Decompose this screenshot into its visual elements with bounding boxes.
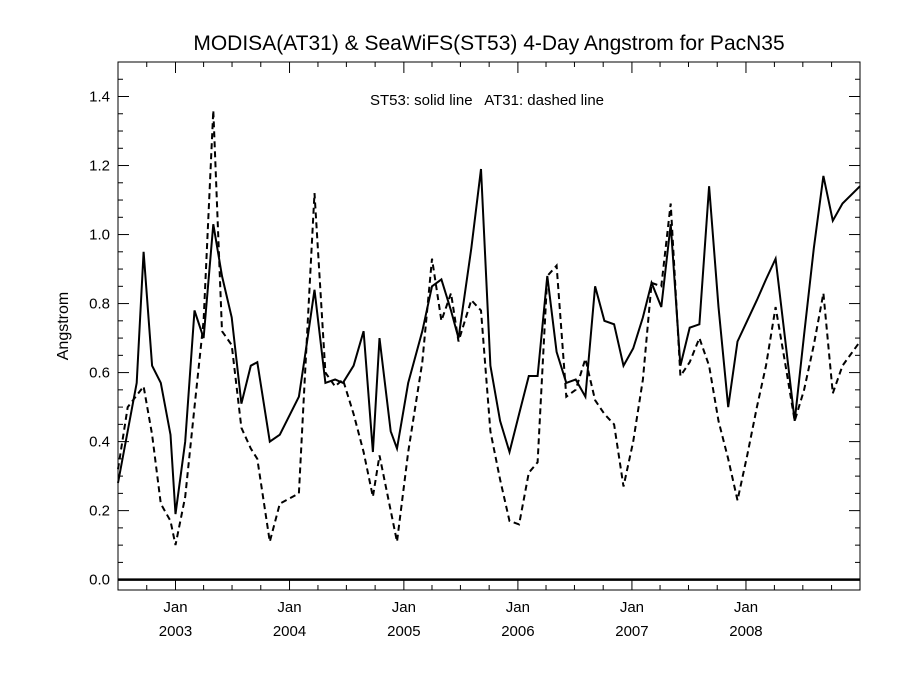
plot-frame: [117, 61, 861, 591]
plot-area: [117, 110, 861, 581]
x-tick-year: 2003: [159, 623, 192, 640]
y-tick-label: 0.8: [89, 296, 110, 313]
x-tick-month: Jan: [620, 599, 644, 616]
x-tick-month: Jan: [734, 599, 758, 616]
y-tick-label: 0.6: [89, 365, 110, 382]
y-axis-label: Angstrom: [55, 292, 72, 360]
y-tick-label: 1.2: [89, 158, 110, 175]
x-tick-year: 2004: [273, 623, 306, 640]
y-tick-label: 0.4: [89, 434, 110, 451]
y-tick-label: 1.4: [89, 89, 110, 106]
series-line-at31-dashed: [117, 110, 861, 546]
x-tick-year: 2006: [501, 623, 534, 640]
y-tick-label: 1.0: [89, 227, 110, 244]
y-tick-label: 0.0: [89, 572, 110, 589]
x-tick-year: 2008: [729, 623, 762, 640]
series-line-st53-solid: [117, 168, 861, 515]
y-tick-label: 0.2: [89, 503, 110, 520]
x-tick-month: Jan: [506, 599, 530, 616]
x-tick-month: Jan: [277, 599, 301, 616]
x-tick-month: Jan: [163, 599, 187, 616]
x-tick-year: 2005: [387, 623, 420, 640]
y-axis: 0.0 0.2 0.4 0.6 0.8 1.0 1.2 1.4: [89, 78, 860, 589]
x-tick-year: 2007: [615, 623, 648, 640]
x-axis: Jan 2003 Jan 2004 Jan 2005 Jan 2006 Jan 2007 Jan 20…: [146, 62, 833, 640]
chart-title: MODISA(AT31) & SeaWiFS(ST53) 4-Day Angst…: [193, 32, 784, 55]
x-tick-month: Jan: [392, 599, 416, 616]
line-style-annotation: ST53: solid line AT31: dashed line: [370, 92, 604, 109]
